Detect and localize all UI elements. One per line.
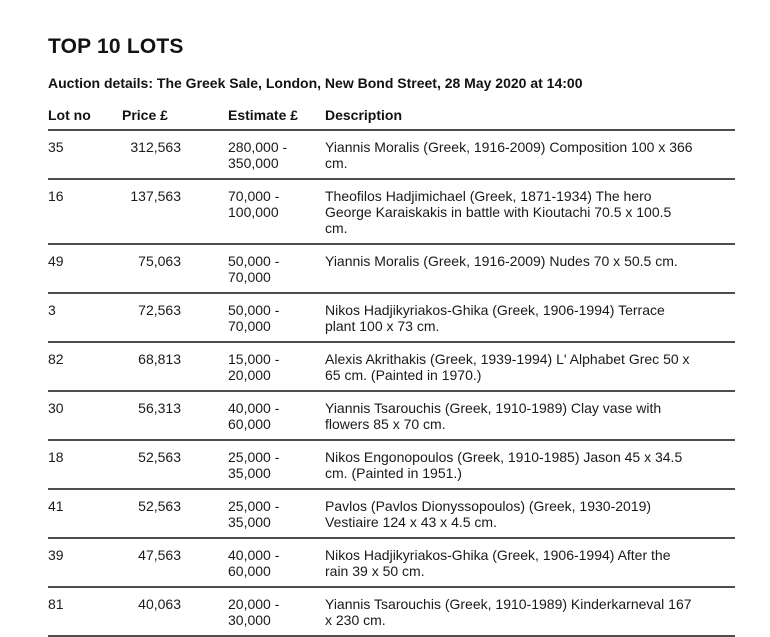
lot-no-cell: 3	[48, 293, 122, 343]
lot-no-cell: 18	[48, 440, 122, 490]
estimate-cell: 20,000 - 30,000	[228, 587, 325, 637]
table-row: 81 40,063 20,000 - 30,000 Yiannis Tsarou…	[48, 587, 735, 637]
table-row: 49 75,063 50,000 - 70,000 Yiannis Morali…	[48, 244, 735, 294]
auction-details: Auction details: The Greek Sale, London,…	[48, 75, 583, 91]
column-header-description: Description	[325, 107, 735, 131]
description-cell: Theofilos Hadjimichael (Greek, 1871-1934…	[325, 179, 735, 245]
table-row: 18 52,563 25,000 - 35,000 Nikos Engonopo…	[48, 440, 735, 490]
estimate-cell: 25,000 - 35,000	[228, 440, 325, 490]
price-cell: 40,063	[122, 587, 228, 637]
estimate-cell: 25,000 - 35,000	[228, 489, 325, 539]
estimate-cell: 70,000 - 100,000	[228, 179, 325, 245]
price-cell: 72,563	[122, 293, 228, 343]
table-row: 16 137,563 70,000 - 100,000 Theofilos Ha…	[48, 179, 735, 245]
estimate-cell: 50,000 - 70,000	[228, 293, 325, 343]
price-cell: 47,563	[122, 538, 228, 588]
column-header-estimate: Estimate £	[228, 107, 325, 131]
lot-no-cell: 41	[48, 489, 122, 539]
description-cell: Nikos Hadjikyriakos-Ghika (Greek, 1906-1…	[325, 293, 735, 343]
description-cell: Yiannis Moralis (Greek, 1916-2009) Nudes…	[325, 244, 735, 294]
price-cell: 75,063	[122, 244, 228, 294]
estimate-cell: 40,000 - 60,000	[228, 391, 325, 441]
estimate-cell: 280,000 - 350,000	[228, 130, 325, 180]
description-cell: Pavlos (Pavlos Dionyssopoulos) (Greek, 1…	[325, 489, 735, 539]
estimate-cell: 50,000 - 70,000	[228, 244, 325, 294]
table-row: 3 72,563 50,000 - 70,000 Nikos Hadjikyri…	[48, 293, 735, 343]
estimate-cell: 40,000 - 60,000	[228, 538, 325, 588]
description-cell: Alexis Akrithakis (Greek, 1939-1994) L' …	[325, 342, 735, 392]
table-row: 35 312,563 280,000 - 350,000 Yiannis Mor…	[48, 130, 735, 180]
table-row: 41 52,563 25,000 - 35,000 Pavlos (Pavlos…	[48, 489, 735, 539]
price-cell: 52,563	[122, 489, 228, 539]
description-cell: Yiannis Moralis (Greek, 1916-2009) Compo…	[325, 130, 735, 180]
price-cell: 137,563	[122, 179, 228, 245]
lot-no-cell: 35	[48, 130, 122, 180]
lot-no-cell: 82	[48, 342, 122, 392]
description-cell: Nikos Hadjikyriakos-Ghika (Greek, 1906-1…	[325, 538, 735, 588]
column-header-price: Price £	[122, 107, 228, 131]
lots-table: Lot no Price £ Estimate £ Description 35…	[48, 107, 735, 637]
lot-no-cell: 49	[48, 244, 122, 294]
table-row: 82 68,813 15,000 - 20,000 Alexis Akritha…	[48, 342, 735, 392]
estimate-cell: 15,000 - 20,000	[228, 342, 325, 392]
description-cell: Yiannis Tsarouchis (Greek, 1910-1989) Ki…	[325, 587, 735, 637]
price-cell: 52,563	[122, 440, 228, 490]
lot-no-cell: 81	[48, 587, 122, 637]
table-row: 39 47,563 40,000 - 60,000 Nikos Hadjikyr…	[48, 538, 735, 588]
lot-no-cell: 30	[48, 391, 122, 441]
price-cell: 312,563	[122, 130, 228, 180]
price-cell: 56,313	[122, 391, 228, 441]
header-row: Lot no Price £ Estimate £ Description	[48, 107, 735, 131]
price-cell: 68,813	[122, 342, 228, 392]
page-title: TOP 10 LOTS	[48, 35, 184, 58]
lot-no-cell: 16	[48, 179, 122, 245]
table-row: 30 56,313 40,000 - 60,000 Yiannis Tsarou…	[48, 391, 735, 441]
lot-no-cell: 39	[48, 538, 122, 588]
auction-report-page: TOP 10 LOTS Auction details: The Greek S…	[48, 35, 735, 637]
description-cell: Nikos Engonopoulos (Greek, 1910-1985) Ja…	[325, 440, 735, 490]
column-header-lot-no: Lot no	[48, 107, 122, 131]
description-cell: Yiannis Tsarouchis (Greek, 1910-1989) Cl…	[325, 391, 735, 441]
